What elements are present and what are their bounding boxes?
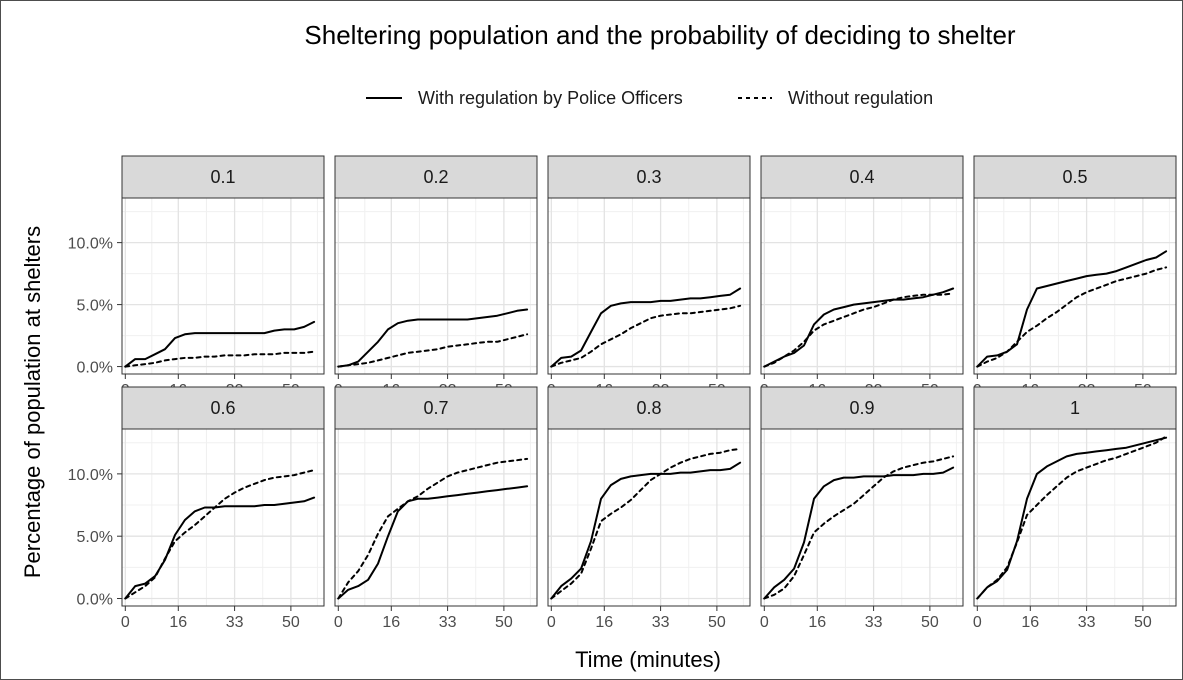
x-tick-label: 33 [865, 614, 883, 631]
x-tick-label: 16 [169, 614, 187, 631]
facet-strip [760, 155, 964, 199]
facet-strip [973, 386, 1177, 430]
x-tick-label: 33 [1078, 614, 1096, 631]
x-tick-label: 0 [334, 614, 343, 631]
chart-title: Sheltering population and the probabilit… [304, 20, 1015, 50]
facet-strip [973, 155, 1177, 199]
facet-strip-label: 0.6 [210, 398, 235, 418]
panel-border [121, 197, 325, 375]
x-tick-label: 16 [595, 614, 613, 631]
facet-strip-label: 0.8 [636, 398, 661, 418]
series-line-with-regulation [763, 466, 955, 600]
x-tick-label: 0 [760, 614, 769, 631]
series-line-without-regulation [763, 292, 955, 368]
legend-label-without-regulation: Without regulation [788, 88, 933, 108]
facet-strip-label: 1 [1070, 398, 1080, 418]
series-line-with-regulation [337, 308, 529, 368]
y-tick-label: 0.0% [77, 360, 113, 377]
facet-strip-label: 0.4 [849, 167, 874, 187]
panel-border [973, 197, 1177, 375]
legend-label-with-regulation: With regulation by Police Officers [418, 88, 683, 108]
series-line-with-regulation [550, 287, 742, 368]
x-tick-label: 16 [808, 614, 826, 631]
x-tick-label: 50 [282, 614, 300, 631]
x-tick-label: 50 [708, 614, 726, 631]
panel-0.8: 0.8 0 16 33 50 [547, 386, 751, 631]
x-tick-label: 0 [121, 614, 130, 631]
panel-0.6: 0.6 0 16 33 50 0.0% 5.0% 10.0% [68, 386, 325, 631]
panel-0.4: 0.40163350 [760, 155, 964, 399]
y-axis-title: Percentage of population at shelters [20, 226, 45, 578]
y-tick-label: 5.0% [77, 298, 113, 315]
facet-strip-label: 0.9 [849, 398, 874, 418]
x-tick-label: 33 [226, 614, 244, 631]
panel-1: 1 0 16 33 50 [973, 386, 1177, 631]
series-line-without-regulation [337, 333, 529, 368]
legend: With regulation by Police Officers Witho… [366, 88, 933, 108]
panel-0.9: 0.9 0 16 33 50 [760, 386, 964, 631]
facet-strip-label: 0.5 [1062, 167, 1087, 187]
panel-border [547, 197, 751, 375]
series-line-without-regulation [763, 455, 955, 600]
x-tick-label: 0 [547, 614, 556, 631]
series-line-with-regulation [124, 320, 316, 368]
panel-0.2: 0.20163350 [334, 155, 538, 399]
series-line-with-regulation [976, 436, 1168, 600]
panel-border [760, 428, 964, 607]
series-line-with-regulation [337, 485, 529, 600]
y-tick-label: 5.0% [77, 529, 113, 546]
facet-panels: 0.101633500.0%5.0%10.0%0.201633500.30163… [68, 155, 1177, 631]
panel-0.1: 0.101633500.0%5.0%10.0% [68, 155, 325, 399]
x-tick-label: 33 [652, 614, 670, 631]
x-tick-label: 16 [382, 614, 400, 631]
facet-strip [334, 155, 538, 199]
series-line-without-regulation [337, 457, 529, 600]
facet-strip-label: 0.2 [423, 167, 448, 187]
series-line-without-regulation [124, 350, 316, 368]
x-tick-label: 50 [921, 614, 939, 631]
panel-border [760, 197, 964, 375]
facet-strip [547, 386, 751, 430]
x-tick-label: 0 [973, 614, 982, 631]
facet-strip-label: 0.1 [210, 167, 235, 187]
panel-border [121, 428, 325, 607]
series-line-with-regulation [763, 287, 955, 368]
series-line-without-regulation [976, 435, 1168, 600]
x-axis-title: Time (minutes) [575, 647, 721, 672]
y-tick-label: 10.0% [68, 467, 113, 484]
x-tick-label: 50 [1134, 614, 1152, 631]
x-tick-label: 50 [495, 614, 513, 631]
panel-0.3: 0.30163350 [547, 155, 751, 399]
panel-0.7: 0.7 0 16 33 50 [334, 386, 538, 631]
panel-border [334, 197, 538, 375]
y-tick-label: 0.0% [77, 592, 113, 609]
y-tick-label: 10.0% [68, 236, 113, 253]
series-line-without-regulation [124, 469, 316, 600]
facet-strip [121, 155, 325, 199]
series-line-without-regulation [550, 447, 742, 600]
facet-strip [760, 386, 964, 430]
x-tick-label: 16 [1021, 614, 1039, 631]
facet-strip [547, 155, 751, 199]
facet-strip-label: 0.7 [423, 398, 448, 418]
series-line-with-regulation [550, 461, 742, 600]
x-tick-label: 33 [439, 614, 457, 631]
series-line-without-regulation [550, 304, 742, 368]
panel-border [547, 428, 751, 607]
panel-border [334, 428, 538, 607]
series-line-without-regulation [976, 266, 1168, 368]
facet-strip [121, 386, 325, 430]
panel-0.5: 0.50163350 [973, 155, 1177, 399]
panel-border [973, 428, 1177, 607]
facet-strip-label: 0.3 [636, 167, 661, 187]
